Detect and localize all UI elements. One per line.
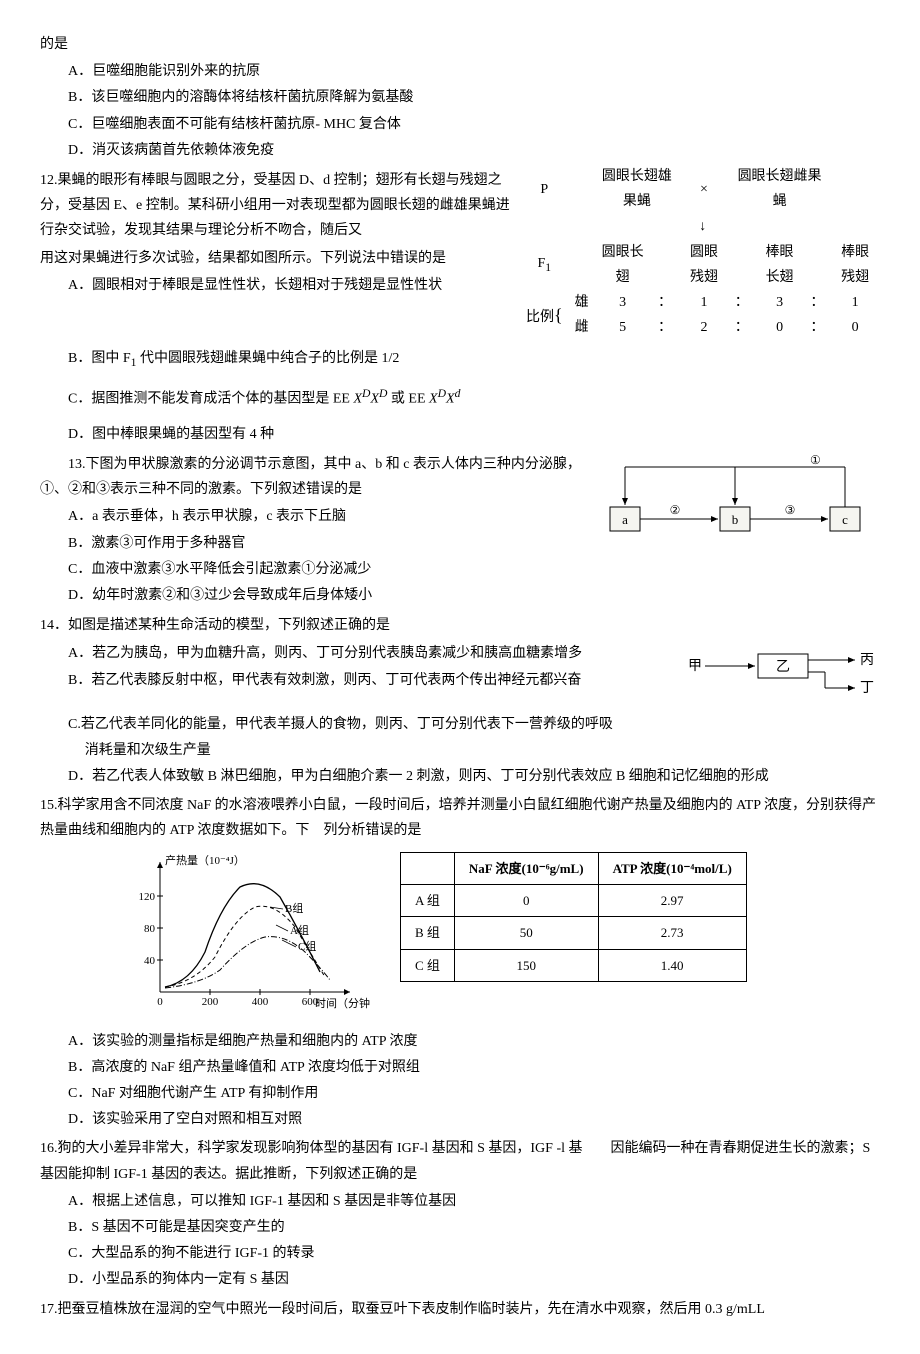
q12-stem: 12.果蝇的眼形有棒眼与圆眼之分，受基因 D、d 控制；翅形有长翅与残翅之分，受…: [40, 168, 510, 244]
cross-p-left: 圆眼长翅雄果蝇: [595, 164, 680, 214]
cross-p-right: 圆眼长翅雌果蝇: [729, 164, 831, 214]
svg-text:600: 600: [302, 996, 319, 1008]
q13-stem: 13.下图为甲状腺激素的分泌调节示意图，其中 a、b 和 c 表示人体内三种内分…: [40, 452, 590, 502]
svg-text:乙: 乙: [776, 659, 790, 675]
q17-stem: 17.把蚕豆植株放在湿润的空气中照光一段时间后，取蚕豆叶下表皮制作临时装片，先在…: [40, 1297, 880, 1322]
svg-text:b: b: [732, 512, 739, 527]
cross-f1: 5: [595, 315, 651, 340]
cross-arrow: ↓: [651, 214, 755, 239]
svg-text:产热量（10⁻⁴J）: 产热量（10⁻⁴J）: [165, 853, 245, 867]
svg-text:B组: B组: [285, 901, 303, 915]
svg-text:a: a: [622, 512, 628, 527]
svg-text:C组: C组: [298, 939, 316, 953]
q15-option-b: B．高浓度的 NaF 组产热量峰值和 ATP 浓度均低于对照组: [40, 1055, 880, 1080]
cross-m4: 1: [830, 290, 880, 315]
cross-P-label: P: [520, 164, 569, 214]
cross-f4: 0: [830, 315, 880, 340]
cross-male: 雄: [569, 290, 595, 315]
q13-option-d: D．幼年时激素②和③过少会导致成年后身体矮小: [40, 583, 590, 608]
svg-text:400: 400: [252, 996, 269, 1008]
q16-option-d: D．小型品系的狗体内一定有 S 基因: [40, 1267, 880, 1292]
q14-option-b: B．若乙代表膝反射中枢，甲代表有效刺激，则丙、丁可代表两个传出神经元都兴奋: [40, 668, 670, 693]
q12-option-c: C．据图推测不能发育成活个体的基因型是 EE XDXD 或 EE XDXd: [40, 383, 880, 412]
cross-h4: 棒眼残翅: [830, 240, 880, 290]
svg-text:②: ②: [670, 503, 681, 517]
q12-option-a: A．圆眼相对于棒眼是显性性状，长翅相对于残翅是显性性状: [40, 273, 510, 298]
cross-F-label: F1: [520, 240, 569, 290]
q15-table: NaF 浓度(10⁻⁶g/mL) ATP 浓度(10⁻⁴mol/L) A 组 0…: [400, 852, 747, 983]
cross-f2: 2: [679, 315, 729, 340]
q11-option-d: D．消灭该病菌首先依赖体液免疫: [40, 138, 880, 163]
q14-model-diagram: 甲 乙 丙 丁: [680, 646, 880, 710]
q16-option-b: B．S 基因不可能是基因突变产生的: [40, 1215, 880, 1240]
svg-text:0: 0: [157, 996, 163, 1008]
svg-text:丙: 丙: [860, 653, 874, 668]
cross-h1: 圆眼长翅: [595, 240, 651, 290]
svg-text:①: ①: [810, 453, 821, 467]
q15-th-2: ATP 浓度(10⁻⁴mol/L): [598, 852, 746, 884]
q12-stem-1: 12.果蝇的眼形有棒眼与圆眼之分，受基因 D、d 控制；翅形有长翅与残翅之分，受…: [40, 173, 510, 238]
q13-option-a: A．a 表示垂体，h 表示甲状腺，c 表示下丘脑: [40, 504, 590, 529]
svg-text:120: 120: [139, 891, 156, 903]
q14-option-c: C.若乙代表羊同化的能量，甲代表羊摄人的食物，则丙、丁可分别代表下一营养级的呼吸: [40, 712, 880, 737]
svg-text:③: ③: [785, 503, 796, 517]
svg-text:丁: 丁: [860, 681, 874, 696]
q12-option-b: B．图中 F1 代中圆眼残翅雌果蝇中纯合子的比例是 1/2: [40, 346, 880, 373]
q15-th-1: NaF 浓度(10⁻⁶g/mL): [454, 852, 598, 884]
q15-option-d: D．该实验采用了空白对照和相互对照: [40, 1107, 880, 1132]
svg-text:200: 200: [202, 996, 219, 1008]
cross-ratio-label: 比例{: [520, 290, 569, 340]
q14-option-c2: 消耗量和次级生产量: [40, 738, 880, 763]
svg-text:40: 40: [144, 955, 156, 967]
q15-option-a: A．该实验的测量指标是细胞产热量和细胞内的 ATP 浓度: [40, 1029, 880, 1054]
table-row: C 组 150 1.40: [401, 949, 747, 981]
svg-text:c: c: [842, 512, 848, 527]
q13-hormone-diagram: a b c ② ③ ①: [600, 452, 880, 551]
q11-stem-tail: 的是: [40, 32, 880, 57]
cross-female: 雌: [569, 315, 595, 340]
q14-option-a: A．若乙为胰岛，甲为血糖升高，则丙、丁可分别代表胰岛素减少和胰高血糖素增多: [40, 641, 670, 666]
q11-option-c: C．巨噬细胞表面不可能有结核杆菌抗原- MHC 复合体: [40, 112, 880, 137]
cross-m1: 3: [595, 290, 651, 315]
q13-option-b: B．激素③可作用于多种器官: [40, 531, 590, 556]
table-row: B 组 50 2.73: [401, 917, 747, 949]
q12-stem-2: 用这对果蝇进行多次试验，结果都如图所示。下列说法中错误的是: [40, 246, 510, 271]
q16-stem: 16.狗的大小差异非常大，科学家发现影响狗体型的基因有 IGF-l 基因和 S …: [40, 1136, 880, 1186]
q15-stem: 15.科学家用含不同浓度 NaF 的水溶液喂养小白鼠，一段时间后，培养并测量小白…: [40, 793, 880, 843]
cross-x: ×: [679, 164, 729, 214]
q11-option-a: A．巨噬细胞能识别外来的抗原: [40, 59, 880, 84]
svg-text:A组: A组: [290, 923, 309, 937]
svg-text:甲: 甲: [688, 659, 702, 674]
q15-chart: 产热量（10⁻⁴J） 时间（分钟） 40 80 120 0 200 400 60…: [120, 852, 370, 1021]
q15-th-0: [401, 852, 455, 884]
q12-option-d: D．图中棒眼果蝇的基因型有 4 种: [40, 422, 880, 447]
cross-h3: 棒眼长翅: [755, 240, 805, 290]
q12-cross-diagram: P 圆眼长翅雄果蝇 × 圆眼长翅雌果蝇 ↓ F1 圆眼长翅 圆眼残翅 棒眼长翅 …: [520, 164, 880, 340]
cross-h2: 圆眼残翅: [679, 240, 729, 290]
table-row: A 组 0 2.97: [401, 884, 747, 916]
cross-m2: 1: [679, 290, 729, 315]
q16-option-c: C．大型品系的狗不能进行 IGF-1 的转录: [40, 1241, 880, 1266]
svg-text:时间（分钟）: 时间（分钟）: [315, 996, 370, 1010]
q16-option-a: A．根据上述信息，可以推知 IGF-1 基因和 S 基因是非等位基因: [40, 1189, 880, 1214]
q14-option-d: D．若乙代表人体致敏 B 淋巴细胞，甲为白细胞介素一 2 刺激，则丙、丁可分别代…: [40, 764, 880, 789]
q15-option-c: C．NaF 对细胞代谢产生 ATP 有抑制作用: [40, 1081, 880, 1106]
q11-option-b: B．该巨噬细胞内的溶酶体将结核杆菌抗原降解为氨基酸: [40, 85, 880, 110]
q14-stem: 14．如图是描述某种生命活动的模型，下列叙述正确的是: [40, 613, 880, 638]
cross-m3: 3: [755, 290, 805, 315]
q13-option-c: C．血液中激素③水平降低会引起激素①分泌减少: [40, 557, 590, 582]
cross-f3: 0: [755, 315, 805, 340]
svg-text:80: 80: [144, 923, 156, 935]
